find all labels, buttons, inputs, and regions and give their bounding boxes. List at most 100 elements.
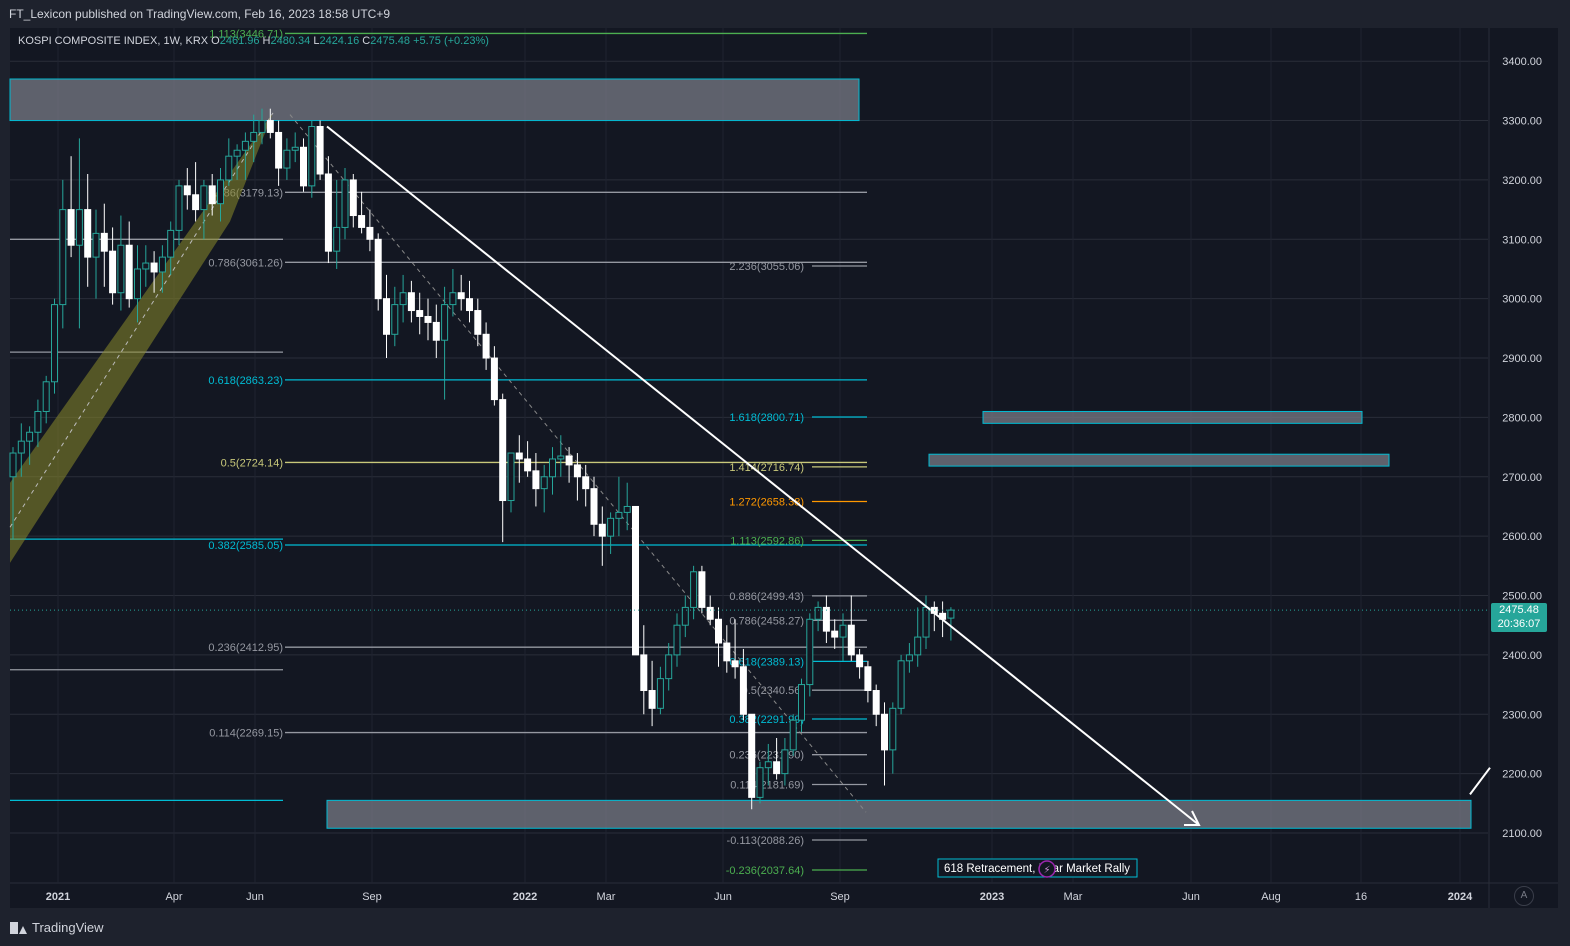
- annotation-box: [937, 858, 1138, 878]
- fib-extension-label: 0.5(2340.56): [742, 685, 804, 697]
- candle-body: [109, 250, 117, 294]
- candle-body: [258, 120, 266, 133]
- downtrend-line: [326, 125, 1200, 826]
- candle-body: [698, 571, 706, 608]
- candle-body: [275, 131, 283, 169]
- candle-body: [524, 458, 532, 472]
- candle-body: [864, 666, 872, 692]
- candle-body: [789, 719, 797, 751]
- candle-body: [358, 215, 366, 228]
- candle-body: [333, 226, 341, 252]
- candle-body: [673, 624, 681, 656]
- y-tick-label: 3300.00: [1502, 116, 1542, 128]
- fib-extension-label: 0.786(2458.27): [729, 615, 804, 627]
- x-tick-label: Sep: [362, 891, 382, 903]
- candle-body: [822, 606, 830, 632]
- x-tick-label: 2021: [46, 891, 70, 903]
- candle-body: [67, 209, 75, 246]
- y-tick-label: 2800.00: [1502, 412, 1542, 424]
- candle-body: [781, 749, 789, 775]
- x-tick-label: Apr: [165, 891, 182, 903]
- candle-body: [573, 464, 581, 478]
- legend-open-label: O: [211, 35, 220, 47]
- candle-body: [432, 321, 440, 341]
- candle-body: [416, 310, 424, 317]
- tradingview-logo[interactable]: TradingView: [10, 920, 104, 935]
- x-tick-label: Jun: [246, 891, 264, 903]
- candle-body: [92, 232, 100, 258]
- candle-body: [814, 606, 822, 620]
- fib-extension-label: -0.236(2037.64): [726, 865, 804, 877]
- candle-body: [17, 440, 25, 454]
- y-tick-label: 2600.00: [1502, 531, 1542, 543]
- brand-name: TradingView: [32, 920, 104, 935]
- x-tick-label: 2023: [980, 891, 1004, 903]
- x-tick-label: Jun: [714, 891, 732, 903]
- candle-body: [117, 244, 125, 294]
- x-tick-label: 2024: [1448, 891, 1473, 903]
- x-tick-label: Aug: [1261, 891, 1281, 903]
- y-tick-label: 2500.00: [1502, 591, 1542, 603]
- candle-body: [499, 399, 507, 502]
- candle-body: [183, 185, 191, 196]
- x-tick-label: Sep: [830, 891, 850, 903]
- bar-countdown: 20:36:07: [1497, 618, 1541, 630]
- last-price-tag: 2475.48 20:36:07: [1491, 603, 1547, 632]
- candle-body: [175, 185, 183, 231]
- candle-body: [623, 505, 631, 513]
- legend-high-label: H: [262, 35, 271, 47]
- candle-body: [34, 410, 42, 433]
- candle-body: [640, 654, 648, 692]
- support-resistance-zone: [928, 453, 1390, 467]
- candle-body: [798, 684, 805, 721]
- candle-body: [208, 185, 216, 205]
- lightning-icon: [1038, 860, 1056, 878]
- publisher-line: FT_Lexicon published on TradingView.com,…: [9, 7, 391, 21]
- fib-extension-label: 1.414(2716.74): [729, 462, 804, 474]
- candle-body: [872, 690, 880, 715]
- candle-body: [217, 179, 224, 205]
- candle-body: [665, 654, 673, 680]
- candle-body: [632, 505, 639, 656]
- legend-low-label: L: [313, 35, 320, 47]
- candle-body: [150, 262, 158, 273]
- candle-body: [947, 609, 955, 619]
- y-tick-label: 3200.00: [1502, 175, 1542, 187]
- legend-close-label: C: [362, 35, 371, 47]
- candle-body: [266, 120, 274, 133]
- auto-scale-button[interactable]: A: [1514, 886, 1534, 906]
- fib-level-label: 0.114(2269.15): [209, 728, 283, 740]
- publisher-bar: FT_Lexicon published on TradingView.com,…: [0, 0, 1570, 28]
- candle-body: [565, 455, 573, 466]
- fib-level-label: 0.786(3061.26): [208, 257, 283, 269]
- candle-body: [158, 256, 166, 273]
- candle-body: [75, 209, 83, 246]
- candle-body: [731, 660, 739, 668]
- legend-high: 2480.34: [270, 35, 311, 47]
- fib-level-label: 0.5(2724.14): [221, 457, 283, 469]
- candle-body: [474, 310, 482, 335]
- candle-body: [167, 229, 175, 258]
- symbol-legend: KOSPI COMPOSITE INDEX, 1W, KRX O2461.96 …: [18, 35, 489, 47]
- candle-body: [847, 624, 855, 656]
- candle-body: [291, 146, 299, 151]
- fib-level-label: 1.113(3446.71): [209, 28, 283, 40]
- y-tick-label: 2900.00: [1502, 353, 1542, 365]
- candle-body: [598, 523, 606, 537]
- fib-extension-label: -0.113(2088.26): [727, 835, 804, 847]
- candle-body: [59, 209, 67, 306]
- candle-body: [756, 767, 764, 798]
- candle-body: [739, 666, 747, 715]
- candle-body: [9, 452, 17, 478]
- candle-body: [134, 268, 141, 300]
- y-tick-label: 2300.00: [1502, 709, 1542, 721]
- candle-body: [723, 642, 731, 662]
- candle-body: [192, 194, 200, 211]
- legend-open: 2461.96: [219, 35, 260, 47]
- support-resistance-zone: [326, 799, 1472, 829]
- candle-body: [490, 357, 498, 401]
- fib-level-label: 0.236(2412.95): [208, 642, 283, 654]
- fib-extension-label: 2.236(3055.06): [729, 261, 804, 273]
- candle-body: [466, 298, 473, 312]
